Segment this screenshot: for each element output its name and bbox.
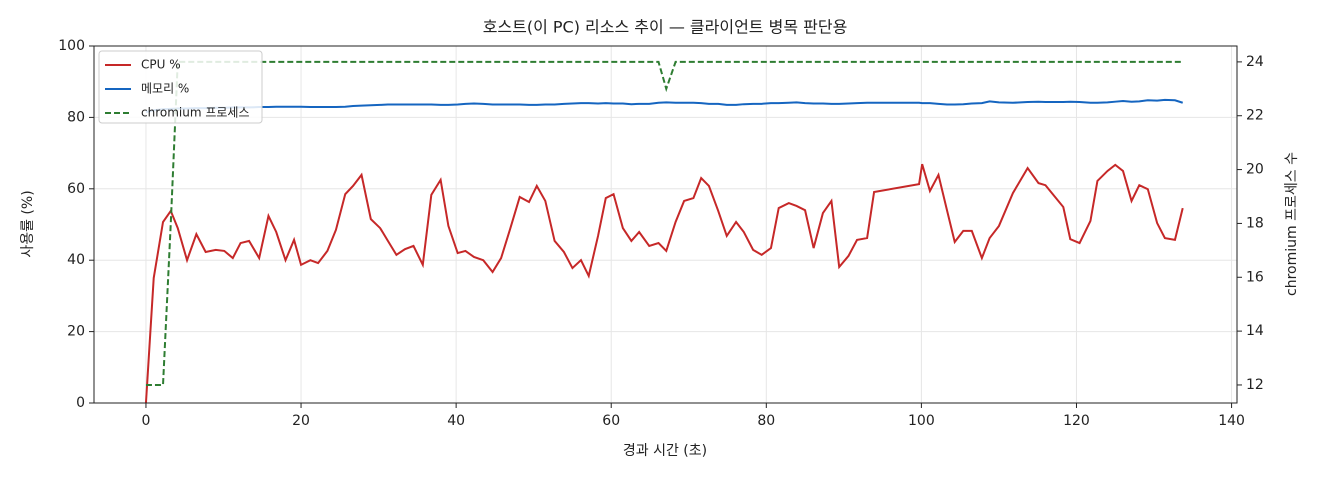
series-line [145,60,1183,386]
y2-tick-label: 18 [1246,215,1264,231]
x-tick-label: 140 [1218,413,1245,429]
x-axis-label: 경과 시간 (초) [623,443,707,459]
y2-tick-label: 12 [1246,377,1264,393]
y-tick-label: 20 [67,324,85,340]
chart-title: 호스트(이 PC) 리소스 추이 — 클라이언트 병목 판단용 [483,18,848,37]
x-tick-label: 120 [1063,413,1090,429]
legend-label: 메모리 % [141,82,189,96]
legend-label: CPU % [141,58,181,72]
series-line [144,163,1184,404]
x-tick-label: 40 [447,413,465,429]
y-tick-label: 0 [76,395,85,411]
y-tick-label: 60 [67,181,85,197]
y-tick-label: 100 [58,38,85,54]
y2-tick-label: 14 [1246,323,1264,339]
legend-box [98,50,263,124]
x-tick-label: 100 [908,413,935,429]
y2-tick-label: 22 [1246,108,1264,124]
x-tick-label: 80 [757,413,775,429]
legend-label: chromium 프로세스 [141,106,250,120]
y-tick-label: 80 [67,109,85,125]
x-tick-label: 20 [292,413,310,429]
series-line [145,98,1184,114]
x-tick-label: 60 [602,413,620,429]
y-axis-label: 사용률 (%) [20,190,36,257]
plot-frame [93,45,1238,404]
y2-tick-label: 16 [1246,269,1264,285]
y-tick-label: 40 [67,252,85,268]
x-tick-label: 0 [141,413,150,429]
y2-tick-label: 20 [1246,162,1264,178]
y2-axis-label: chromium 프로세스 수 [1284,152,1300,296]
y2-tick-label: 24 [1246,54,1264,70]
